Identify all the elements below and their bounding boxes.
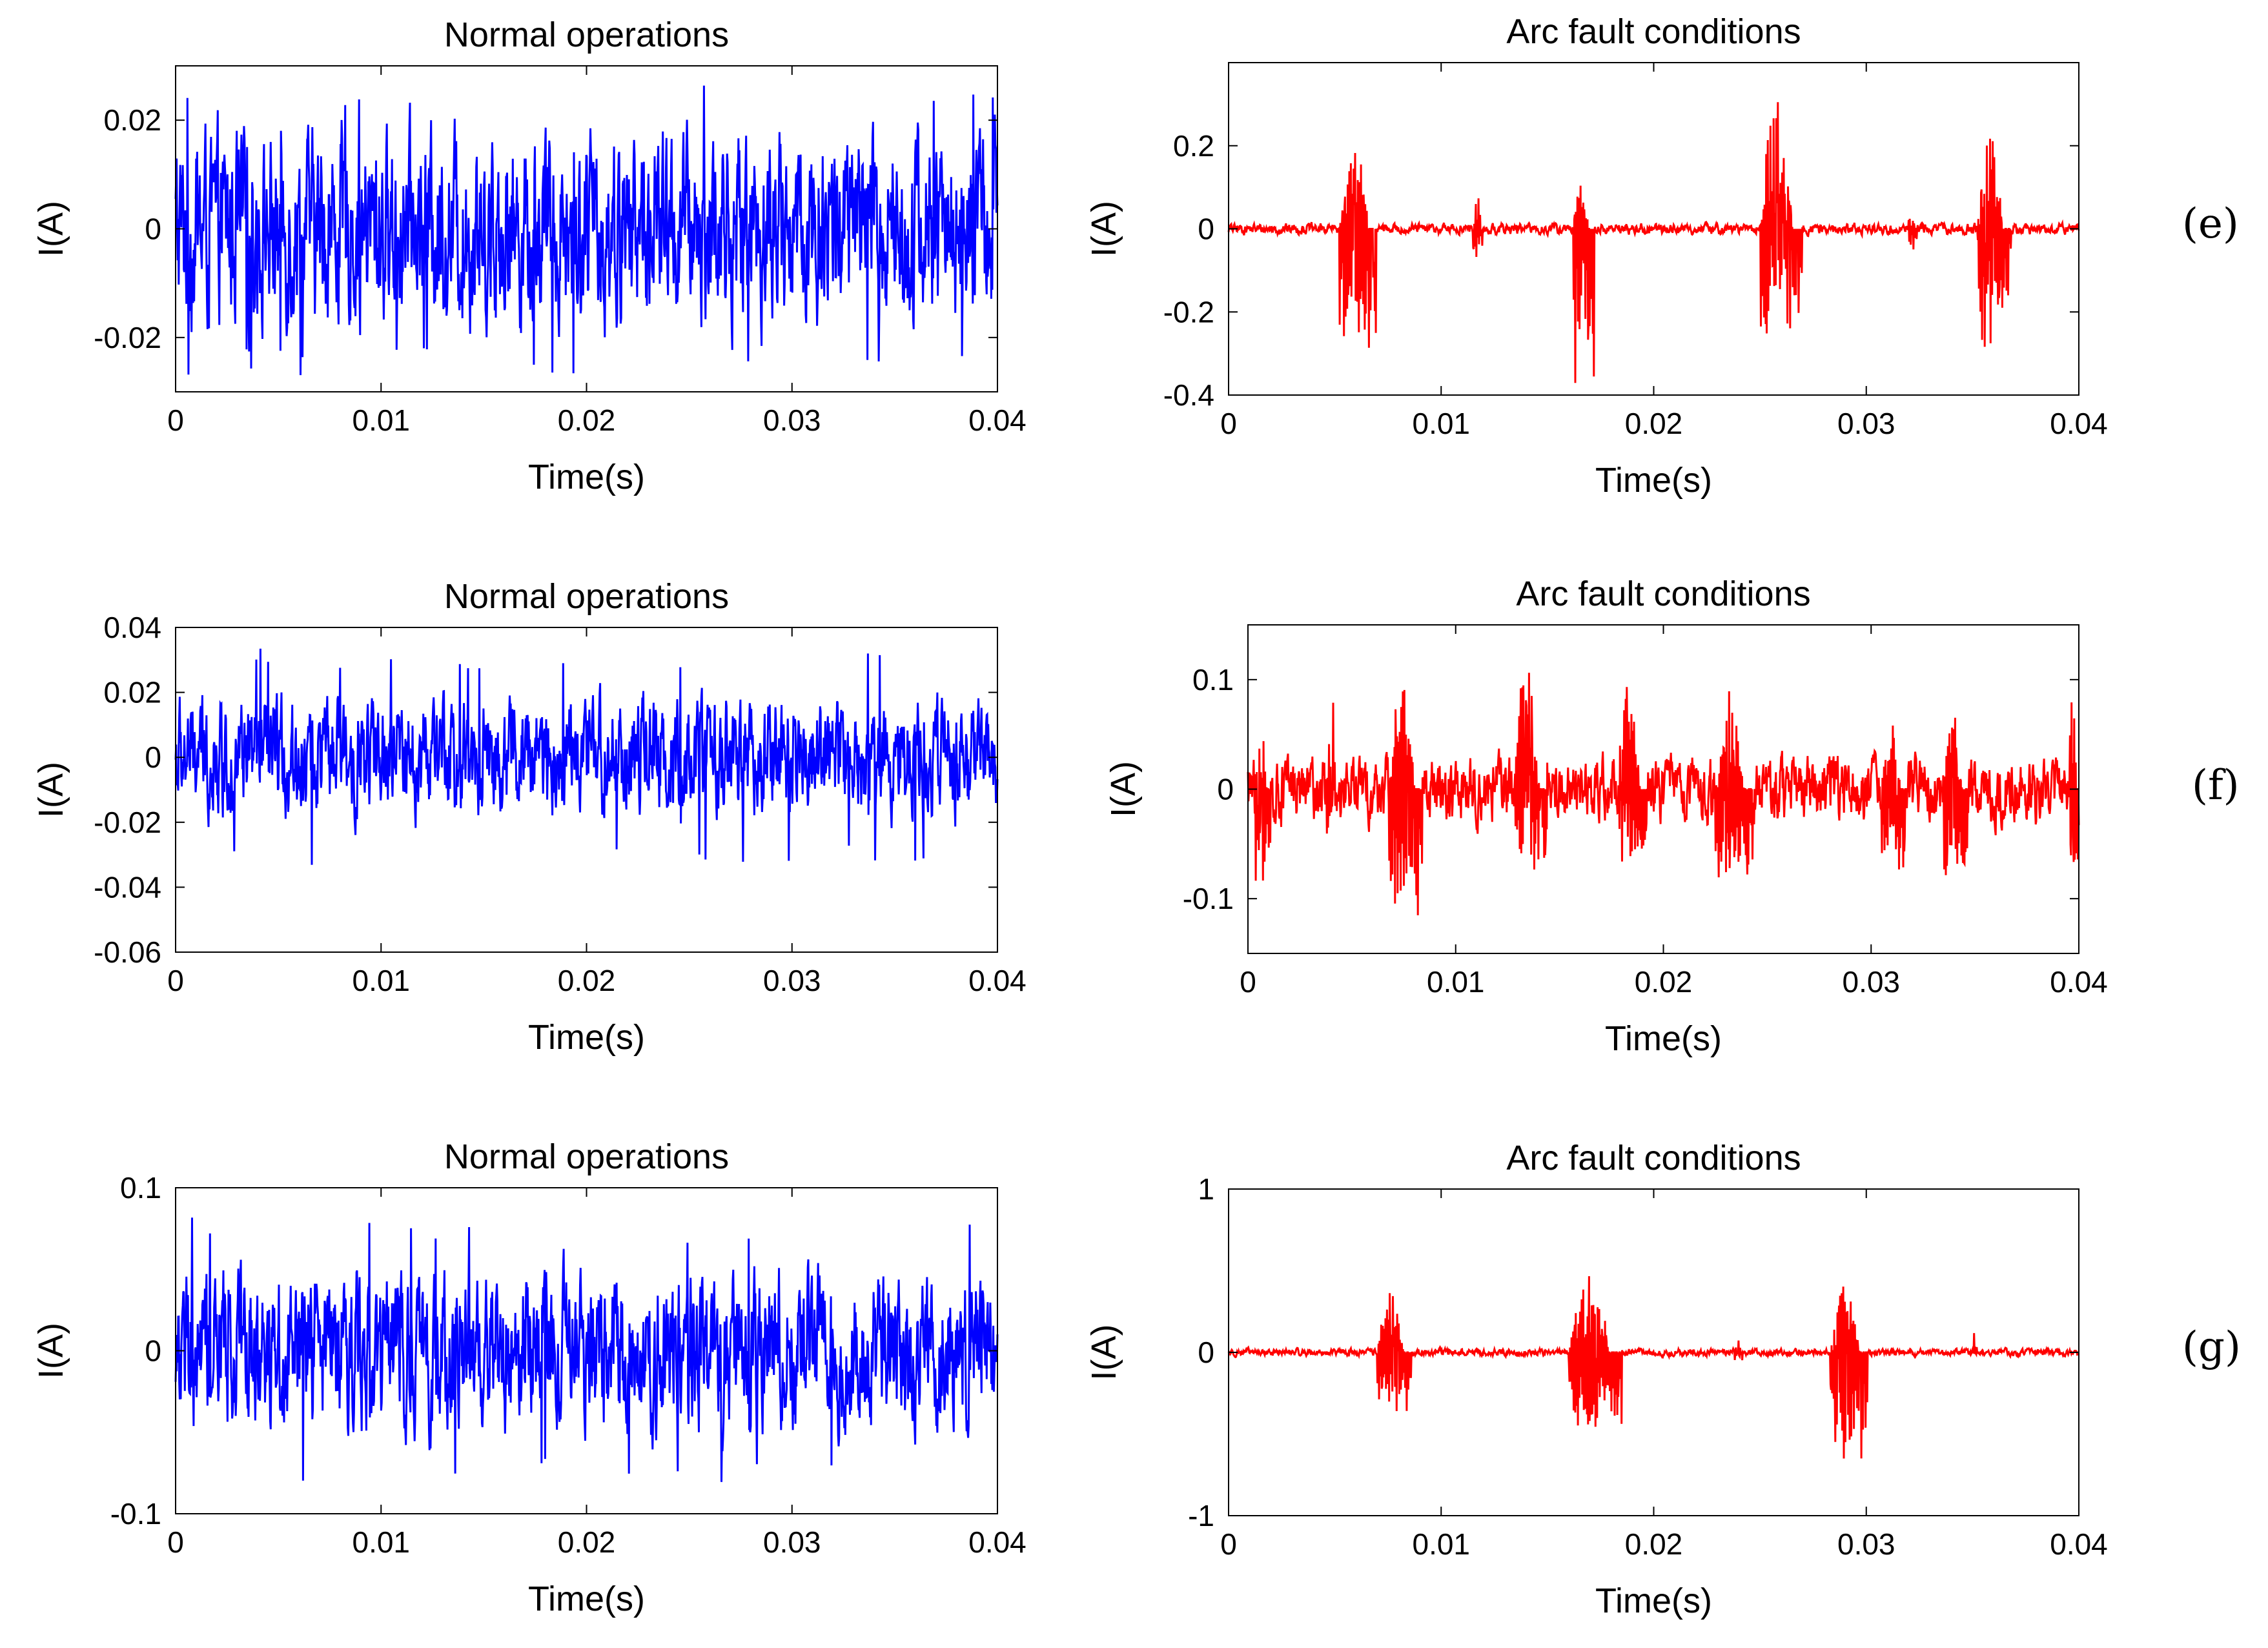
chart-f-arc: 0 0.01 0.02 0.03 0.04 -0.1 0 0.1 Arc fault condi…: [1104, 575, 2108, 1058]
y-tick-label: 0: [145, 212, 161, 246]
y-axis-label: I(A): [1085, 1325, 1123, 1381]
x-tick-label: 0.03: [1837, 1527, 1895, 1561]
y-tick-label: -0.2: [1163, 295, 1214, 329]
y-tick-label: 0.02: [103, 676, 161, 709]
x-tick-label: 0.02: [1625, 407, 1683, 440]
y-axis-label: I(A): [1104, 761, 1143, 817]
x-tick-label: 0.03: [763, 403, 821, 437]
chart-e-normal: 0 0.01 0.02 0.03 0.04 -0.02 0 0.02 Normal operat…: [32, 15, 1027, 496]
x-tick-label: 0: [1220, 407, 1237, 440]
y-tick-label: 0: [1198, 1336, 1214, 1369]
y-axis-label: I(A): [1085, 201, 1123, 257]
series-line-f-normal: [174, 648, 999, 865]
chart-title: Normal operations: [444, 15, 729, 54]
x-tick-label: 0.04: [968, 964, 1027, 997]
series-line-g-normal: [174, 1217, 999, 1482]
y-tick-label: 1: [1198, 1172, 1214, 1206]
chart-title: Arc fault conditions: [1516, 575, 1810, 613]
row-label-f: (f): [2192, 762, 2240, 809]
x-axis-label: Time(s): [528, 1580, 645, 1618]
x-tick-label: 0.02: [558, 964, 616, 997]
x-tick-label: 0: [1220, 1527, 1237, 1561]
y-tick-label: -0.1: [110, 1497, 161, 1531]
series-line-e-normal: [174, 85, 999, 376]
x-tick-label: 0: [1240, 965, 1256, 999]
y-tick-label: -0.06: [94, 935, 161, 969]
x-tick-label: 0.03: [1842, 965, 1900, 999]
y-tick-label: -0.02: [94, 321, 161, 354]
y-tick-label: -1: [1188, 1499, 1214, 1532]
y-tick-label: -0.1: [1183, 882, 1234, 915]
x-tick-label: 0.02: [1635, 965, 1693, 999]
x-axis-label: Time(s): [1605, 1019, 1722, 1058]
x-tick-label: 0.03: [763, 1525, 821, 1559]
x-tick-label: 0.01: [352, 1525, 410, 1559]
series-line-e-arc: [1227, 102, 2080, 383]
y-tick-label: 0: [1198, 212, 1214, 246]
chart-title: Normal operations: [444, 1137, 729, 1176]
y-tick-label: -0.02: [94, 806, 161, 839]
x-tick-label: 0.04: [968, 1525, 1027, 1559]
chart-title: Arc fault conditions: [1506, 12, 1801, 51]
x-tick-label: 0.03: [763, 964, 821, 997]
x-tick-label: 0.01: [352, 403, 410, 437]
y-tick-label: -0.04: [94, 870, 161, 904]
x-tick-label: 0.04: [2050, 407, 2108, 440]
x-tick-label: 0: [167, 1525, 184, 1559]
y-tick-label: 0.04: [103, 611, 161, 644]
x-tick-label: 0.04: [2050, 1527, 2108, 1561]
x-tick-label: 0.02: [558, 1525, 616, 1559]
x-axis-label: Time(s): [528, 458, 645, 496]
series-line-g-arc: [1227, 1276, 2080, 1459]
y-tick-label: 0.02: [103, 103, 161, 137]
x-tick-label: 0: [167, 964, 184, 997]
x-tick-label: 0.01: [1412, 407, 1470, 440]
y-tick-label: 0.1: [120, 1171, 161, 1205]
y-tick-label: 0: [145, 1334, 161, 1368]
chart-f-normal: 0 0.01 0.02 0.03 0.04 -0.06 -0.04 -0.02 0 0.02 0.0…: [32, 577, 1027, 1057]
x-tick-label: 0.01: [1427, 965, 1485, 999]
y-tick-label: 0.2: [1173, 129, 1214, 163]
series-line-f-arc: [1247, 673, 2080, 915]
row-label-g: (g): [2182, 1323, 2241, 1371]
x-tick-label: 0.02: [558, 403, 616, 437]
y-axis-label: I(A): [32, 201, 70, 257]
row-label-e: (e): [2182, 200, 2239, 248]
x-tick-label: 0.04: [968, 403, 1027, 437]
x-axis-label: Time(s): [1595, 1582, 1712, 1620]
x-tick-label: 0.01: [1412, 1527, 1470, 1561]
y-tick-label: -0.4: [1163, 378, 1214, 412]
chart-title: Normal operations: [444, 577, 729, 616]
y-axis-label: I(A): [32, 1323, 70, 1379]
y-tick-label: 0: [145, 740, 161, 774]
x-tick-label: 0.01: [352, 964, 410, 997]
x-axis-label: Time(s): [1595, 461, 1712, 500]
chart-e-arc: 0 0.01 0.02 0.03 0.04 -0.4 -0.2 0 0.2 Arc fault c…: [1085, 12, 2108, 500]
x-tick-label: 0.04: [2050, 965, 2108, 999]
y-axis-label: I(A): [32, 762, 70, 818]
x-tick-label: 0.02: [1625, 1527, 1683, 1561]
y-tick-label: 0: [1217, 773, 1234, 806]
x-tick-label: 0: [167, 403, 184, 437]
y-tick-label: 0.1: [1192, 663, 1234, 697]
x-axis-label: Time(s): [528, 1018, 645, 1057]
x-tick-label: 0.03: [1837, 407, 1895, 440]
chart-title: Arc fault conditions: [1506, 1139, 1801, 1177]
